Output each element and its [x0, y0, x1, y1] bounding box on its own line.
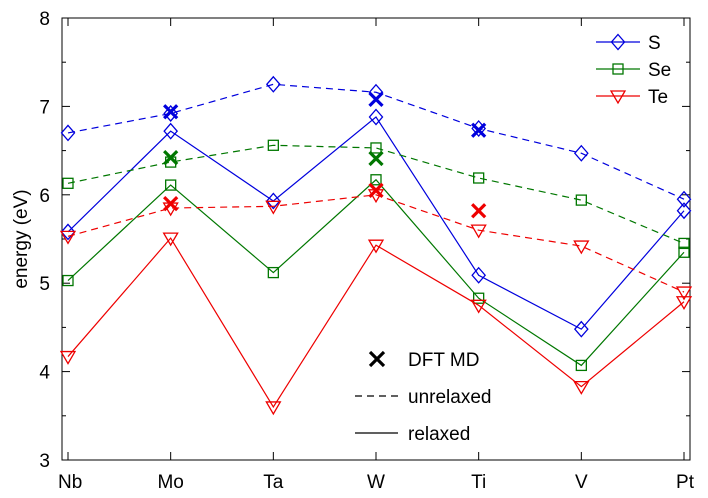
cross-stroke — [163, 104, 179, 120]
relaxed-point — [165, 179, 177, 191]
legend-label-te: Te — [648, 87, 668, 108]
unrelaxed-point — [163, 104, 179, 122]
y-tick-label: 7 — [39, 97, 50, 118]
y-axis-ticks: 3 4 5 6 7 8 — [39, 9, 690, 472]
cross-stroke — [368, 350, 386, 368]
relaxed-point — [265, 192, 281, 210]
y-tick-label: 3 — [39, 451, 50, 472]
style-legend: DFT MD unrelaxed relaxed — [355, 350, 491, 445]
x-tick-label: V — [575, 472, 588, 493]
dft-md-point — [368, 91, 384, 107]
x-tick-label: Ti — [471, 472, 486, 493]
unrelaxed-point — [62, 177, 74, 189]
relaxed-point — [62, 274, 74, 287]
cross-stroke — [368, 182, 384, 199]
unrelaxed-point — [675, 286, 693, 301]
dft-md-point — [368, 150, 384, 167]
relaxed-point — [163, 122, 179, 140]
cross-stroke — [368, 150, 384, 167]
relaxed-line — [67, 178, 685, 367]
x-tick-label: W — [367, 472, 385, 493]
series-layer — [59, 75, 693, 416]
y-tick-label: 6 — [39, 186, 50, 207]
legend-marker — [610, 33, 626, 51]
legend-label-unrelaxed: unrelaxed — [408, 387, 491, 408]
legend-label-s: S — [648, 33, 661, 54]
series-legend: S Se Te — [596, 33, 671, 108]
dft-md-point — [471, 203, 487, 219]
y-tick-label: 8 — [39, 9, 50, 30]
unrelaxed-point — [265, 200, 282, 215]
legend-marker — [612, 63, 624, 75]
x-axis-ticks: Nb Mo Ta W Ti V Pt — [58, 18, 695, 493]
unrelaxed-point — [470, 224, 487, 239]
y-axis-label: energy (eV) — [11, 189, 32, 288]
relaxed-point — [265, 401, 282, 416]
unrelaxed-line — [67, 194, 685, 293]
relaxed-point — [367, 239, 385, 254]
unrelaxed-line — [67, 83, 685, 200]
x-tick-label: Pt — [676, 472, 695, 493]
unrelaxed-point — [370, 142, 382, 154]
unrelaxed-point — [575, 194, 587, 206]
relaxed-point — [678, 246, 690, 258]
dft-md-point — [368, 182, 384, 199]
unrelaxed-point — [678, 237, 690, 250]
cross-stroke — [163, 196, 179, 212]
relaxed-point — [676, 202, 692, 220]
relaxed-point — [573, 380, 590, 395]
relaxed-point — [368, 108, 384, 126]
legend-label-dft-md: DFT MD — [408, 350, 479, 371]
relaxed-line — [67, 116, 685, 330]
relaxed-point — [471, 266, 487, 284]
dft-md-point — [163, 104, 179, 120]
cross-stroke — [368, 91, 384, 107]
unrelaxed-point — [473, 172, 485, 184]
relaxed-point — [675, 296, 693, 311]
dft-md-point — [163, 150, 179, 166]
cross-stroke — [471, 122, 487, 138]
unrelaxed-point — [573, 144, 589, 162]
unrelaxed-point — [676, 190, 692, 208]
series-te — [59, 182, 693, 416]
x-tick-label: Mo — [157, 472, 183, 493]
relaxed-point — [59, 350, 77, 365]
unrelaxed-point — [60, 124, 76, 142]
x-tick-label: Nb — [58, 472, 82, 493]
legend-marker — [609, 90, 627, 105]
series-s — [60, 75, 692, 338]
relaxed-point — [473, 292, 485, 304]
dft-md-point — [163, 196, 179, 212]
x-tick-label: Ta — [263, 472, 284, 493]
relaxed-point — [267, 266, 279, 279]
cross-stroke — [471, 203, 487, 219]
relaxed-point — [60, 223, 76, 241]
relaxed-point — [370, 174, 382, 186]
unrelaxed-point — [267, 139, 279, 151]
legend-label-se: Se — [648, 60, 671, 81]
relaxed-point — [573, 320, 589, 338]
legend-dft-md-marker — [368, 350, 386, 368]
relaxed-line — [67, 237, 685, 409]
y-tick-label: 5 — [39, 274, 50, 295]
legend-label-relaxed: relaxed — [408, 424, 470, 445]
relaxed-point — [162, 232, 179, 247]
relaxed-point — [470, 299, 487, 314]
cross-stroke — [163, 150, 179, 166]
unrelaxed-point — [573, 240, 590, 255]
unrelaxed-point — [59, 230, 77, 245]
unrelaxed-point — [265, 75, 281, 93]
relaxed-point — [575, 359, 587, 372]
series-se — [62, 139, 690, 372]
y-tick-label: 4 — [39, 363, 50, 384]
dft-md-point — [471, 122, 487, 138]
